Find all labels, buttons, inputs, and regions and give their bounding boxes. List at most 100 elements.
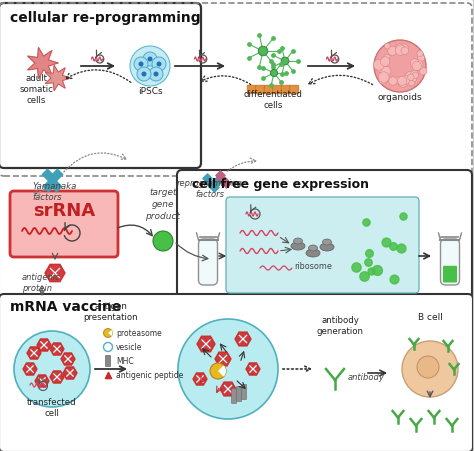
Circle shape [405,72,415,82]
Point [218,176,226,183]
Circle shape [412,73,419,79]
Point [48,176,56,183]
Ellipse shape [320,244,334,252]
Point [43,171,51,178]
Ellipse shape [322,239,331,245]
Polygon shape [27,48,58,79]
Circle shape [380,58,390,67]
Circle shape [410,71,419,79]
Circle shape [134,58,148,72]
Circle shape [258,47,268,57]
FancyBboxPatch shape [443,266,457,283]
FancyBboxPatch shape [264,86,273,95]
Circle shape [149,68,163,82]
Polygon shape [61,353,75,365]
Polygon shape [45,265,65,282]
Point [390,243,397,250]
Circle shape [401,48,409,55]
Point [104,372,112,379]
Point [365,258,372,266]
FancyBboxPatch shape [0,295,473,451]
Circle shape [410,78,416,83]
Point [259,75,267,83]
Point [206,180,214,187]
Point [367,268,375,275]
Text: srRNA: srRNA [33,202,95,220]
Circle shape [152,58,166,72]
Point [245,55,252,62]
Point [278,46,286,53]
Circle shape [417,51,423,58]
Point [278,61,285,68]
Text: antibody
generation: antibody generation [317,315,364,335]
Circle shape [402,341,458,397]
Polygon shape [197,336,215,352]
Point [400,212,407,220]
Text: ribosome: ribosome [294,262,332,271]
Circle shape [210,363,226,379]
Circle shape [408,75,414,81]
Point [353,264,360,271]
Text: target
gene
product: target gene product [146,188,181,221]
Polygon shape [50,371,64,383]
Circle shape [130,47,170,87]
FancyBboxPatch shape [241,385,246,400]
FancyBboxPatch shape [290,86,299,95]
Point [210,184,218,191]
Circle shape [389,78,397,86]
Circle shape [381,67,391,77]
FancyBboxPatch shape [255,86,265,95]
Wedge shape [218,365,226,377]
Polygon shape [27,347,41,359]
Point [361,272,368,280]
Circle shape [384,55,390,61]
FancyBboxPatch shape [273,86,282,95]
Circle shape [409,81,414,87]
Circle shape [154,72,158,77]
Polygon shape [23,363,37,375]
Point [278,79,285,87]
Point [245,41,252,49]
Point [259,65,267,72]
Text: Yamanaka
factors: Yamanaka factors [32,181,76,202]
Text: reprogramming
factors: reprogramming factors [177,179,243,198]
Point [53,171,61,178]
Polygon shape [193,373,207,385]
Circle shape [138,62,144,67]
Point [269,36,277,43]
Polygon shape [35,375,49,387]
Text: iPSCs: iPSCs [137,87,162,96]
Polygon shape [50,343,64,355]
Point [44,183,52,190]
Point [383,239,390,246]
Point [362,219,370,226]
Point [213,178,221,185]
Circle shape [281,58,289,66]
Point [294,58,302,65]
Point [275,48,283,55]
Point [52,183,60,190]
Circle shape [398,78,408,88]
FancyBboxPatch shape [226,198,419,293]
Circle shape [374,60,384,71]
Text: adult
somatic
cells: adult somatic cells [19,74,53,105]
Circle shape [388,47,397,56]
Point [278,71,286,78]
Text: mRNA vaccine: mRNA vaccine [10,299,121,313]
Point [255,33,263,40]
Polygon shape [37,339,51,351]
Text: antigen
presentation: antigen presentation [84,301,138,321]
Circle shape [419,68,427,76]
Circle shape [142,72,146,77]
Circle shape [389,78,396,86]
Polygon shape [246,363,260,375]
Text: transfected
cell: transfected cell [27,397,77,417]
Point [365,250,373,257]
Circle shape [270,70,278,78]
Text: proteasome: proteasome [116,329,162,338]
Polygon shape [220,382,236,396]
Circle shape [398,45,409,55]
Point [397,244,405,252]
Polygon shape [46,66,70,92]
Text: antigenic
protein: antigenic protein [22,272,61,292]
